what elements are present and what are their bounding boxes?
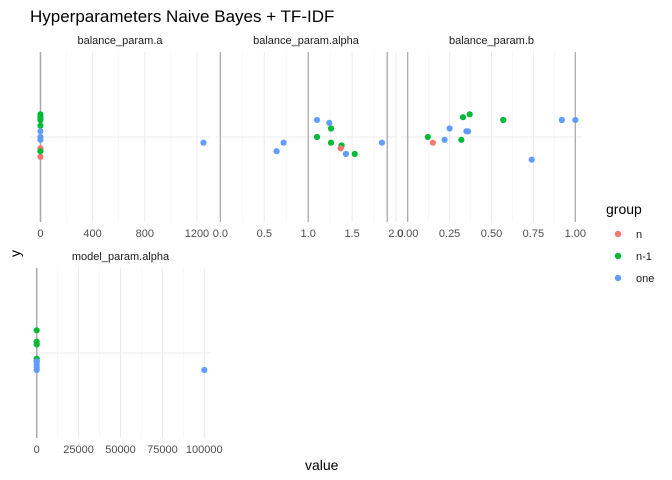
data-point-n-1	[37, 116, 44, 124]
data-point-one	[342, 150, 350, 158]
data-point-one	[528, 156, 535, 163]
data-point-one	[558, 116, 565, 124]
chart-title: Hyperparameters Naive Bayes + TF-IDF	[30, 7, 334, 26]
data-point-n-1	[33, 327, 40, 334]
x-tick-label: 1200	[185, 228, 209, 240]
x-tick-label: 800	[136, 228, 154, 240]
legend-title: group	[606, 201, 642, 217]
data-point-n-1	[351, 150, 358, 158]
data-point-n-1	[33, 341, 40, 348]
data-point-one	[37, 136, 44, 143]
facet-balance-param-b: balance_param.b 0.00 0.25 0.50 0.75 1.00	[397, 35, 586, 240]
x-tick-label: 0.5	[257, 228, 272, 240]
facet-model-param-alpha: model_param.alpha 0 25000 50000 75000 100000	[30, 251, 223, 456]
data-point-one	[446, 125, 453, 132]
x-tick-label: 100000	[186, 444, 223, 456]
x-tick-label: 0.25	[439, 228, 460, 240]
data-point-one	[313, 116, 321, 124]
data-point-n	[429, 139, 436, 146]
facet-panels: balance_param.a0 400 800 1200balance_param.…	[30, 35, 586, 456]
facet-balance-param-alpha: balance_param.alpha 0.0 0.5 1.0 1.5 2.0	[213, 35, 404, 240]
legend-label: n	[636, 229, 642, 241]
facet-strip-label: balance_param.a	[77, 35, 163, 47]
data-point-one	[37, 128, 44, 135]
facet-strip-label: balance_param.alpha	[253, 35, 360, 47]
data-point-one	[441, 136, 448, 143]
data-point-n-1	[327, 125, 335, 132]
data-point-n-1	[37, 148, 44, 155]
data-point-n-1	[424, 133, 431, 141]
x-tick-label: 1.00	[565, 228, 586, 240]
legend-label: one	[636, 273, 654, 285]
data-point-one	[33, 366, 40, 374]
facet-strip-label: model_param.alpha	[72, 251, 170, 263]
data-point-n	[337, 145, 344, 152]
x-axis-title: value	[305, 457, 339, 473]
data-point-one	[326, 119, 333, 126]
x-tick-label: 25000	[63, 444, 94, 456]
x-tick-label: 1.5	[344, 228, 359, 240]
legend-label: n-1	[636, 251, 652, 263]
x-tick-label: 75000	[147, 444, 178, 456]
x-tick-label: 0.0	[213, 228, 228, 240]
legend-key-one	[614, 274, 622, 282]
x-tick-label: 0.00	[397, 228, 418, 240]
legend-key-n	[614, 230, 622, 238]
data-point-one	[572, 116, 579, 124]
data-point-n-1	[500, 116, 507, 124]
legend: group n n-1 one	[606, 201, 654, 285]
data-point-n-1	[37, 122, 44, 129]
x-tick-label: 0	[37, 228, 43, 240]
x-tick-label: 2.0	[388, 228, 403, 240]
x-tick-label: 400	[83, 228, 101, 240]
x-tick-label: 50000	[105, 444, 136, 456]
data-point-one	[273, 148, 280, 155]
data-point-one	[280, 139, 287, 146]
data-point-n-1	[458, 136, 465, 143]
data-point-n	[37, 153, 44, 160]
y-axis-title: y	[7, 250, 23, 257]
data-point-n-1	[466, 111, 473, 118]
data-point-n-1	[459, 114, 467, 121]
data-point-one	[464, 128, 472, 135]
legend-key-n-1	[614, 252, 622, 260]
x-tick-label: 0.50	[481, 228, 502, 240]
facet-balance-param-a: balance_param.a 0 400 800 1200	[30, 35, 210, 240]
data-point-one	[200, 139, 207, 146]
x-tick-label: 0	[34, 444, 40, 456]
x-tick-label: 0.75	[523, 228, 544, 240]
data-point-n-1	[313, 133, 321, 141]
facet-strip-label: balance_param.b	[449, 35, 534, 47]
data-point-one	[201, 366, 208, 374]
data-point-n-1	[327, 139, 335, 146]
x-tick-label: 1.0	[301, 228, 316, 240]
data-point-one	[378, 139, 386, 146]
